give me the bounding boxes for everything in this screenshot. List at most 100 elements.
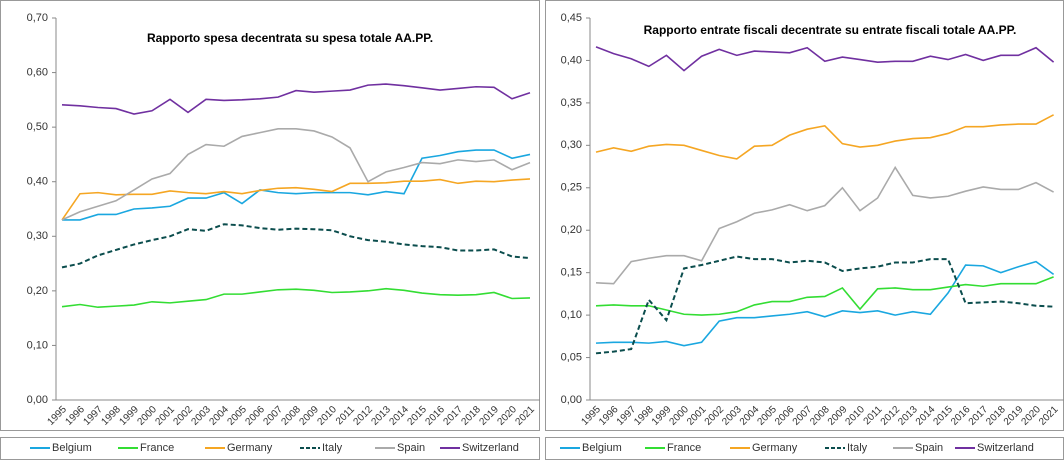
x-tick-label: 2009 <box>826 404 850 428</box>
legend-label: Germany <box>227 442 273 454</box>
y-tick-label: 0,25 <box>561 182 582 194</box>
chart-title: Rapporto entrate fiscali decentrate su e… <box>643 23 1017 37</box>
x-tick-label: 2012 <box>351 404 375 428</box>
y-tick-label: 0,40 <box>561 54 582 66</box>
x-tick-label: 2008 <box>279 404 303 428</box>
x-tick-label: 2005 <box>225 404 249 428</box>
y-tick-label: 0,30 <box>561 139 582 151</box>
y-tick-label: 0,20 <box>27 285 48 297</box>
x-tick-label: 2007 <box>261 404 285 428</box>
x-tick-label: 2016 <box>423 404 447 428</box>
x-tick-label: 2000 <box>667 404 691 428</box>
x-tick-label: 2006 <box>773 404 797 428</box>
legend-label: Italy <box>322 442 343 454</box>
x-tick-label: 1995 <box>579 404 603 428</box>
x-tick-label: 2002 <box>171 404 195 428</box>
legend-label: Spain <box>397 442 425 454</box>
x-tick-label: 2020 <box>495 404 519 428</box>
x-tick-label: 2012 <box>879 404 903 428</box>
series-line <box>595 165 1054 285</box>
series-line <box>61 127 531 221</box>
x-tick-label: 1997 <box>81 404 105 428</box>
chart-title: Rapporto spesa decentrata su spesa total… <box>146 31 434 45</box>
x-tick-label: 2013 <box>896 404 920 428</box>
x-tick-label: 2019 <box>1002 404 1026 428</box>
y-tick-label: 0,35 <box>561 97 582 109</box>
panel-frame <box>0 0 540 431</box>
y-tick-label: 0,00 <box>27 394 48 406</box>
legend-label: Italy <box>847 442 868 454</box>
x-tick-label: 2015 <box>931 404 955 428</box>
x-tick-label: 2003 <box>189 404 213 428</box>
y-tick-label: 0,00 <box>561 394 582 406</box>
panel-frame <box>545 0 1064 431</box>
series-line <box>62 149 531 221</box>
y-tick-label: 0,50 <box>27 121 48 133</box>
x-tick-label: 2000 <box>135 404 159 428</box>
series-line <box>595 46 1055 72</box>
x-tick-label: 2001 <box>153 404 177 428</box>
x-tick-label: 2011 <box>334 404 357 427</box>
x-tick-label: 2003 <box>720 404 744 428</box>
legend-label: Spain <box>915 442 943 454</box>
x-tick-label: 2018 <box>459 404 483 428</box>
x-tick-label: 2021 <box>513 404 537 428</box>
legend-label: France <box>667 442 701 454</box>
x-tick-label: 2008 <box>808 404 832 428</box>
x-tick-label: 2002 <box>703 404 727 428</box>
x-tick-label: 2007 <box>791 404 815 428</box>
series-line <box>61 83 531 115</box>
legend-label: Switzerland <box>462 442 519 454</box>
x-tick-label: 2021 <box>1037 404 1061 428</box>
legend-label: Switzerland <box>977 442 1034 454</box>
x-tick-label: 1998 <box>99 404 123 428</box>
series-line <box>61 287 531 309</box>
series-line <box>61 223 531 269</box>
x-tick-label: 2017 <box>967 404 991 428</box>
x-tick-label: 1997 <box>615 404 639 428</box>
x-tick-label: 1999 <box>650 404 674 428</box>
x-tick-label: 1996 <box>597 404 621 428</box>
x-tick-label: 2018 <box>984 404 1008 428</box>
x-tick-label: 1996 <box>63 404 87 428</box>
series-line <box>61 178 531 221</box>
x-tick-label: 2014 <box>914 404 938 428</box>
x-tick-label: 1998 <box>632 404 656 428</box>
series-line <box>595 276 1054 316</box>
legend-label: France <box>140 442 174 454</box>
series-line <box>595 114 1054 160</box>
x-tick-label: 2006 <box>243 404 267 428</box>
y-tick-label: 0,20 <box>561 224 582 236</box>
x-tick-label: 2009 <box>297 404 321 428</box>
legend-label: Belgium <box>582 442 622 454</box>
x-tick-label: 2004 <box>738 404 762 428</box>
x-tick-label: 2015 <box>405 404 429 428</box>
x-tick-label: 2017 <box>441 404 465 428</box>
y-tick-label: 0,10 <box>561 309 582 321</box>
x-tick-label: 2016 <box>949 404 973 428</box>
y-tick-label: 0,40 <box>27 176 48 188</box>
y-tick-label: 0,45 <box>561 12 582 24</box>
x-tick-label: 1999 <box>117 404 141 428</box>
legend-label: Germany <box>752 442 798 454</box>
x-tick-label: 2014 <box>387 404 411 428</box>
y-tick-label: 0,10 <box>27 339 48 351</box>
y-tick-label: 0,05 <box>561 351 582 363</box>
y-tick-label: 0,15 <box>561 267 582 279</box>
y-tick-label: 0,60 <box>27 66 48 78</box>
x-tick-label: 1995 <box>45 404 69 428</box>
x-tick-label: 2010 <box>843 404 867 428</box>
x-tick-label: 2010 <box>315 404 339 428</box>
x-tick-label: 2020 <box>1019 404 1043 428</box>
x-tick-label: 2005 <box>755 404 779 428</box>
x-tick-label: 2013 <box>369 404 393 428</box>
y-tick-label: 0,30 <box>27 230 48 242</box>
x-tick-label: 2004 <box>207 404 231 428</box>
y-tick-label: 0,70 <box>27 12 48 24</box>
x-tick-label: 2019 <box>477 404 501 428</box>
series-line <box>595 260 1055 347</box>
x-tick-label: 2001 <box>685 404 709 428</box>
legend-label: Belgium <box>52 442 92 454</box>
